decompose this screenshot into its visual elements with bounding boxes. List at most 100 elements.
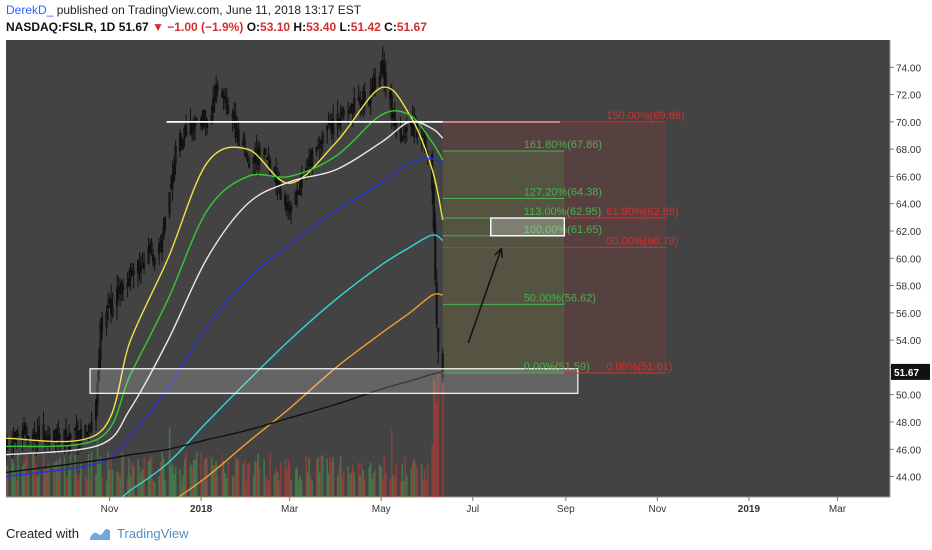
volume-bar: [351, 465, 354, 497]
volume-bar: [341, 475, 343, 497]
volume-bar: [309, 475, 312, 497]
volume-bar: [45, 469, 48, 497]
volume-bar: [185, 452, 187, 497]
volume-bar: [258, 469, 261, 497]
volume-bar: [153, 481, 156, 497]
volume-bar: [131, 461, 133, 497]
price-tick-label: 48.00: [896, 418, 921, 429]
candle-body: [69, 434, 72, 439]
volume-bar: [371, 479, 374, 497]
volume-bar: [183, 458, 186, 497]
volume-bar: [179, 469, 181, 497]
ticker-line: NASDAQ:FSLR, 1D 51.67 ▼ −1.00 (−1.9%) O:…: [6, 20, 427, 34]
candle-body: [210, 114, 213, 124]
published-text: published on TradingView.com, June 11, 2…: [53, 3, 362, 17]
volume-bar: [431, 444, 434, 497]
price-tick-label: 66.00: [896, 172, 921, 183]
price-tick-label: 74.00: [896, 63, 921, 74]
candle-body: [315, 147, 318, 152]
volume-bar: [305, 455, 307, 497]
candle-body: [48, 435, 51, 443]
time-tick-label: 2018: [190, 504, 213, 515]
volume-bar: [264, 476, 267, 497]
author-link[interactable]: DerekD_: [6, 3, 54, 17]
volume-bar: [342, 470, 345, 497]
candle-body: [74, 428, 77, 431]
candle-body: [26, 435, 29, 438]
candle-body: [99, 322, 102, 362]
candle-body: [246, 159, 249, 161]
candle-body: [111, 306, 114, 316]
time-tick-label: May: [372, 504, 391, 515]
volume-bar: [213, 464, 216, 497]
volume-bar: [339, 455, 342, 497]
volume-bar: [108, 469, 111, 497]
candle-body: [441, 353, 444, 378]
volume-bar: [107, 451, 109, 497]
plot-layer: 150.00%(69.86) 61.80%(62.89) 50.00%(60.78)…: [6, 46, 685, 497]
high-label: H:: [293, 20, 307, 34]
moving-average-line: [6, 370, 443, 474]
volume-bar: [252, 474, 255, 497]
volume-bar: [6, 465, 9, 497]
volume-bar: [122, 453, 124, 497]
volume-bar: [24, 454, 27, 497]
candle-body: [153, 257, 156, 266]
volume-bar: [348, 474, 351, 497]
volume-bar: [363, 478, 366, 497]
volume-bar: [140, 473, 142, 497]
volume-bar: [87, 454, 90, 497]
price-tick-label: 68.00: [896, 145, 921, 156]
volume-bar: [237, 460, 240, 497]
volume-bar: [14, 470, 16, 497]
volume-bar: [279, 462, 282, 497]
time-tick-label: Jul: [466, 504, 479, 515]
candle-body: [434, 223, 437, 280]
volume-bar: [137, 459, 139, 497]
candle-body: [17, 434, 20, 436]
volume-bar: [233, 476, 235, 497]
volume-bar: [212, 465, 214, 497]
volume-bar: [422, 479, 425, 497]
candle-body: [341, 108, 344, 110]
moving-average-line: [6, 157, 444, 478]
volume-bar: [116, 471, 118, 497]
candle-body: [212, 99, 215, 113]
volume-bar: [336, 475, 339, 497]
candle-body: [326, 125, 329, 131]
volume-bar: [263, 459, 265, 497]
volume-bar: [362, 470, 365, 497]
volume-bar: [42, 453, 45, 497]
candle-body: [381, 60, 384, 68]
volume-bar: [110, 454, 112, 497]
candle-body: [216, 86, 219, 90]
candle-body: [380, 62, 383, 74]
volume-bar: [321, 455, 324, 497]
price-tick-label: 54.00: [896, 336, 921, 347]
volume-bar: [392, 474, 395, 497]
volume-bar: [413, 459, 416, 497]
tradingview-brand[interactable]: TradingView: [116, 526, 189, 541]
volume-bar: [257, 453, 259, 497]
volume-bar: [350, 473, 352, 497]
candle-body: [300, 171, 303, 188]
volume-bar: [399, 481, 402, 497]
volume-bar: [216, 476, 219, 497]
candle-body: [287, 202, 290, 211]
candle-body: [284, 195, 287, 205]
candle-body: [227, 104, 230, 114]
volume-bar: [390, 429, 393, 497]
volume-bar: [54, 460, 57, 497]
volume-bar: [105, 481, 108, 497]
volume-bar: [425, 479, 428, 497]
price-chart[interactable]: 44.0046.0048.0050.0052.0054.0056.0058.00…: [0, 38, 932, 518]
volume-bar: [318, 472, 321, 497]
open-label: O:: [246, 20, 261, 34]
candle-body: [11, 443, 14, 446]
footer: Created with TradingView: [6, 526, 189, 541]
candle-body: [101, 317, 104, 332]
candle-body: [336, 113, 339, 125]
volume-bar: [44, 469, 46, 497]
volume-bar: [6, 473, 7, 497]
volume-bar: [86, 478, 88, 497]
